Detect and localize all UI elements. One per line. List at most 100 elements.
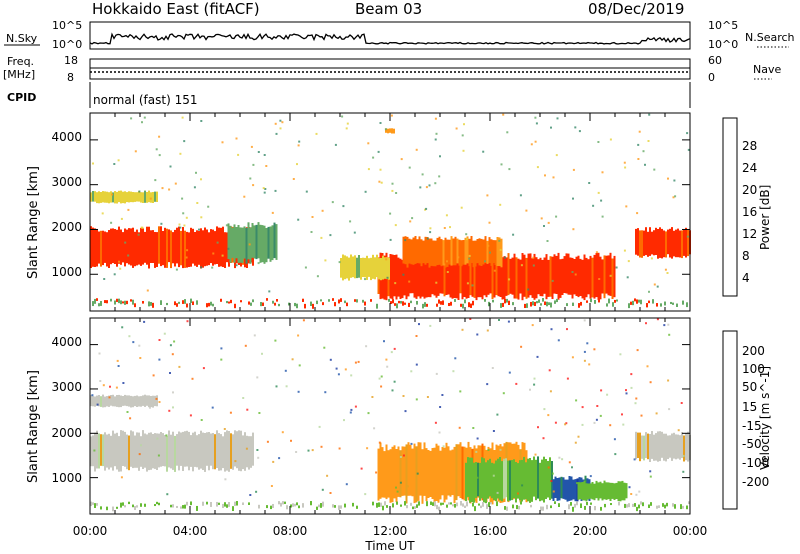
heatmap-cell bbox=[220, 347, 223, 350]
heatmap-cell bbox=[667, 177, 669, 180]
heatmap-cell bbox=[533, 383, 536, 386]
heatmap-cell bbox=[367, 168, 370, 171]
y-tick-label: 1000 bbox=[51, 471, 82, 485]
heatmap-cell bbox=[549, 256, 552, 297]
heatmap-cell bbox=[249, 177, 252, 180]
y-tick-label: 3000 bbox=[51, 380, 82, 394]
heatmap-cell bbox=[498, 319, 500, 321]
heatmap-cell bbox=[118, 436, 120, 472]
heatmap-cell bbox=[426, 501, 428, 507]
y-tick-label: 1000 bbox=[51, 265, 82, 279]
heatmap-cell bbox=[130, 228, 132, 266]
nsearch-label: N.Search bbox=[745, 31, 795, 44]
heatmap-cell bbox=[376, 303, 378, 309]
heatmap-cell bbox=[408, 302, 410, 307]
heatmap-cell bbox=[143, 116, 146, 119]
heatmap-cell bbox=[495, 255, 498, 296]
heatmap-cell bbox=[183, 140, 186, 143]
heatmap-cell bbox=[186, 501, 188, 506]
heatmap-cell bbox=[320, 445, 323, 448]
heatmap-cell bbox=[210, 301, 212, 306]
heatmap-cell bbox=[475, 257, 478, 301]
heatmap-cell bbox=[155, 148, 158, 151]
heatmap-cell bbox=[356, 505, 358, 509]
heatmap-cell bbox=[415, 148, 418, 151]
heatmap-cell bbox=[400, 300, 402, 304]
heatmap-cell bbox=[624, 503, 626, 508]
heatmap-cell bbox=[386, 505, 388, 508]
heatmap-cell bbox=[235, 137, 238, 140]
heatmap-cell bbox=[566, 328, 568, 331]
heatmap-cell bbox=[384, 128, 387, 131]
heatmap-cell bbox=[191, 377, 194, 380]
heatmap-cell bbox=[424, 236, 427, 265]
heatmap-cell bbox=[547, 414, 550, 417]
heatmap-cell bbox=[152, 434, 154, 469]
heatmap-cell bbox=[430, 501, 432, 505]
heatmap-cell bbox=[138, 190, 141, 193]
heatmap-cell bbox=[525, 257, 528, 299]
heatmap-cell bbox=[472, 502, 474, 507]
heatmap-cell bbox=[668, 408, 671, 411]
heatmap-cell bbox=[362, 257, 364, 277]
heatmap-cell bbox=[264, 188, 267, 190]
heatmap-cell bbox=[655, 433, 657, 461]
heatmap-cell bbox=[184, 230, 186, 268]
heatmap-cell bbox=[656, 303, 658, 307]
heatmap-cell bbox=[146, 226, 148, 265]
heatmap-cell bbox=[681, 230, 683, 259]
heatmap-cell bbox=[508, 371, 511, 374]
heatmap-cell bbox=[152, 230, 154, 263]
heatmap-cell bbox=[360, 467, 363, 470]
heatmap-cell bbox=[242, 502, 244, 505]
heatmap-cell bbox=[686, 132, 689, 135]
heatmap-cell bbox=[557, 339, 560, 342]
heatmap-cell bbox=[482, 239, 485, 265]
nsearch-tick-bottom: 10^0 bbox=[708, 38, 738, 51]
heatmap-cell bbox=[680, 504, 682, 510]
heatmap-cell bbox=[415, 259, 418, 299]
heatmap-cell bbox=[229, 225, 232, 263]
heatmap-cell bbox=[534, 116, 537, 119]
heatmap-cell bbox=[598, 278, 601, 280]
heatmap-cell bbox=[589, 475, 592, 478]
heatmap-cell bbox=[381, 447, 384, 498]
heatmap-cell bbox=[465, 462, 467, 502]
heatmap-cell bbox=[685, 227, 687, 258]
heatmap-cell bbox=[383, 451, 386, 498]
heatmap-cell bbox=[470, 236, 473, 263]
heatmap-cell bbox=[434, 182, 437, 185]
heatmap-cell bbox=[449, 254, 452, 298]
heatmap-cell bbox=[370, 257, 372, 281]
heatmap-cell bbox=[387, 128, 389, 134]
heatmap-cell bbox=[132, 431, 134, 469]
heatmap-cell bbox=[426, 237, 429, 240]
heatmap-cell bbox=[476, 239, 479, 264]
heatmap-cell bbox=[640, 299, 642, 305]
heatmap-cell bbox=[324, 259, 327, 262]
heatmap-cell bbox=[653, 283, 656, 286]
heatmap-cell bbox=[140, 503, 142, 507]
heatmap-cell bbox=[437, 255, 440, 296]
heatmap-cell bbox=[124, 191, 126, 204]
heatmap-cell bbox=[256, 376, 259, 379]
heatmap-cell bbox=[342, 205, 345, 208]
heatmap-cell bbox=[534, 301, 536, 306]
heatmap-cell bbox=[212, 303, 214, 307]
heatmap-cell bbox=[443, 255, 446, 297]
heatmap-cell bbox=[104, 231, 106, 263]
freq-label-line1: Freq. bbox=[7, 55, 34, 68]
heatmap-cell bbox=[195, 171, 197, 174]
heatmap-cell bbox=[679, 435, 681, 460]
heatmap-cell bbox=[116, 229, 118, 267]
heatmap-cell bbox=[236, 501, 238, 506]
heatmap-cell bbox=[235, 264, 238, 267]
heatmap-cell bbox=[124, 505, 126, 508]
heatmap-cell bbox=[414, 506, 416, 509]
heatmap-cell bbox=[677, 228, 679, 258]
heatmap-cell bbox=[421, 173, 424, 176]
heatmap-cell bbox=[118, 298, 120, 304]
heatmap-cell bbox=[329, 358, 332, 361]
heatmap-cell bbox=[285, 385, 288, 388]
velocity-cbar-tick: -100 bbox=[742, 456, 769, 470]
